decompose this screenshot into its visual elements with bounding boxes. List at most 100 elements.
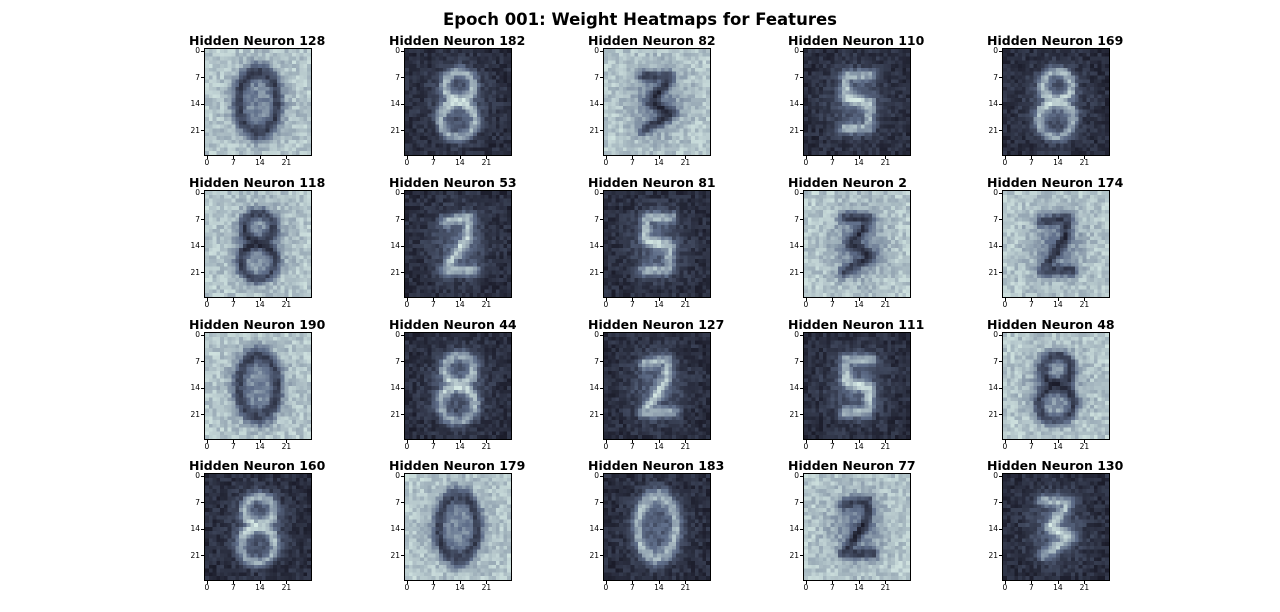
x-tick-label: 21 [880, 442, 891, 451]
x-tick-mark [206, 156, 208, 159]
x-tick-label: 0 [404, 583, 410, 592]
panel-title: Hidden Neuron 81 [588, 175, 716, 190]
y-tick-mark [999, 130, 1002, 132]
x-tick-label: 0 [803, 300, 809, 309]
y-tick-label: 21 [789, 409, 799, 419]
y-tick-label: 14 [988, 524, 998, 534]
heatmap-panel: Hidden Neuron 118 0 7 14 21 0 7 14 21 [189, 176, 389, 326]
y-tick-mark [999, 502, 1002, 504]
panel-title: Hidden Neuron 190 [189, 317, 326, 332]
x-tick-mark [858, 440, 860, 443]
x-tick-mark [805, 298, 807, 301]
heatmap-panel: Hidden Neuron 111 0 7 14 21 0 7 14 21 [788, 318, 988, 468]
y-tick-label: 7 [395, 214, 400, 224]
x-tick-label: 7 [231, 583, 236, 592]
x-tick-label: 14 [654, 300, 664, 309]
y-tick-mark [401, 130, 404, 132]
heatmap-pixels [205, 49, 311, 155]
x-tick-label: 14 [854, 300, 864, 309]
x-tick-mark [433, 156, 435, 159]
y-tick-mark [600, 361, 603, 363]
heatmap-panel: Hidden Neuron 53 0 7 14 21 0 7 14 21 [389, 176, 589, 326]
heatmap-panel: Hidden Neuron 182 0 7 14 21 0 7 14 21 [389, 34, 589, 184]
x-tick-label: 7 [231, 442, 236, 451]
x-tick-mark [233, 156, 235, 159]
x-tick-label: 0 [603, 158, 609, 167]
y-tick-label: 7 [195, 214, 200, 224]
x-tick-label: 0 [404, 442, 410, 451]
panel-title: Hidden Neuron 53 [389, 175, 517, 190]
y-tick-mark [401, 245, 404, 247]
x-tick-mark [1057, 581, 1059, 584]
y-tick-mark [401, 77, 404, 79]
y-tick-label: 21 [988, 267, 998, 277]
y-tick-mark [800, 245, 803, 247]
x-tick-mark [885, 298, 887, 301]
x-tick-label: 21 [281, 300, 292, 309]
x-tick-label: 7 [830, 300, 835, 309]
y-tick-label: 0 [594, 46, 599, 56]
y-tick-mark [800, 555, 803, 557]
y-tick-mark [999, 50, 1002, 52]
y-tick-label: 14 [589, 241, 599, 251]
x-tick-label: 21 [281, 583, 292, 592]
y-tick-label: 14 [589, 524, 599, 534]
heatmap-panel: Hidden Neuron 130 0 7 14 21 0 7 14 21 [987, 459, 1187, 609]
weight-heatmap [803, 190, 911, 298]
y-tick-mark [201, 387, 204, 389]
heatmap-pixels [1003, 474, 1109, 580]
x-tick-mark [1084, 581, 1086, 584]
x-tick-label: 21 [281, 158, 292, 167]
heatmap-pixels [804, 191, 910, 297]
y-tick-mark [800, 192, 803, 194]
x-tick-label: 14 [455, 583, 465, 592]
y-tick-label: 0 [195, 471, 200, 481]
y-tick-mark [600, 245, 603, 247]
y-tick-mark [401, 361, 404, 363]
x-tick-label: 14 [255, 583, 265, 592]
x-tick-mark [805, 440, 807, 443]
x-tick-mark [206, 581, 208, 584]
x-tick-mark [632, 581, 634, 584]
x-tick-label: 21 [1079, 300, 1090, 309]
weight-heatmap [1002, 332, 1110, 440]
heatmap-pixels [205, 191, 311, 297]
x-tick-label: 14 [1053, 442, 1063, 451]
y-tick-label: 21 [390, 550, 400, 560]
y-tick-mark [401, 528, 404, 530]
y-tick-label: 21 [589, 267, 599, 277]
x-tick-label: 21 [481, 442, 492, 451]
y-tick-mark [201, 502, 204, 504]
y-tick-label: 21 [789, 125, 799, 135]
heatmap-panel: Hidden Neuron 183 0 7 14 21 0 7 14 21 [588, 459, 788, 609]
y-tick-mark [800, 502, 803, 504]
y-tick-mark [800, 361, 803, 363]
x-tick-mark [259, 440, 261, 443]
y-tick-mark [999, 77, 1002, 79]
y-tick-mark [201, 192, 204, 194]
x-tick-mark [286, 581, 288, 584]
y-tick-mark [201, 219, 204, 221]
x-tick-mark [805, 581, 807, 584]
panel-title: Hidden Neuron 169 [987, 33, 1124, 48]
x-tick-label: 0 [1002, 158, 1008, 167]
weight-heatmap [803, 332, 911, 440]
y-tick-label: 0 [395, 471, 400, 481]
x-tick-label: 0 [603, 442, 609, 451]
y-tick-mark [600, 272, 603, 274]
x-tick-label: 7 [630, 442, 635, 451]
y-tick-label: 14 [390, 524, 400, 534]
x-tick-mark [1004, 440, 1006, 443]
x-tick-mark [832, 156, 834, 159]
y-tick-label: 7 [794, 72, 799, 82]
x-tick-label: 7 [431, 300, 436, 309]
heatmap-pixels [205, 474, 311, 580]
y-tick-label: 7 [395, 497, 400, 507]
x-tick-mark [1057, 156, 1059, 159]
panel-title: Hidden Neuron 2 [788, 175, 907, 190]
y-tick-label: 7 [993, 356, 998, 366]
heatmap-panel: Hidden Neuron 48 0 7 14 21 0 7 14 21 [987, 318, 1187, 468]
x-tick-mark [632, 298, 634, 301]
y-tick-label: 0 [993, 46, 998, 56]
y-tick-label: 14 [789, 241, 799, 251]
